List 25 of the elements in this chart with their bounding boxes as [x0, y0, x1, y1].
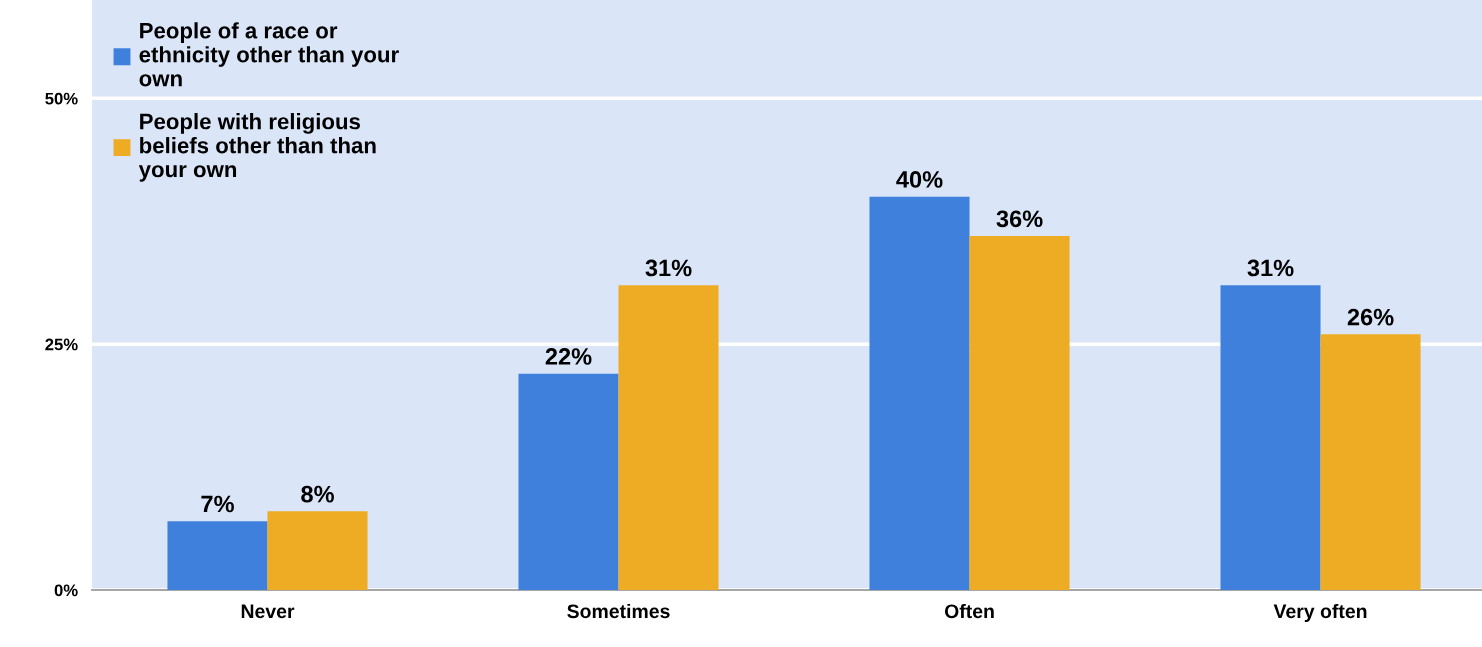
bar — [969, 236, 1070, 590]
bar — [618, 285, 719, 590]
legend-label: People of a race or ethnicity other than your own — [139, 22, 399, 87]
x-tick-label: Never — [241, 604, 295, 619]
bar — [267, 511, 368, 590]
data-label: 22% — [545, 348, 592, 365]
bar — [869, 196, 970, 590]
data-label: 40% — [896, 171, 943, 188]
bar — [518, 373, 619, 590]
x-tick-label: Sometimes — [567, 603, 670, 619]
y-tick-label: 50% — [45, 92, 78, 105]
data-label: 8% — [301, 485, 334, 503]
bar — [1320, 334, 1421, 590]
data-label: 7% — [201, 495, 234, 513]
data-label: 31% — [1247, 259, 1294, 277]
data-label: 36% — [996, 210, 1043, 228]
data-label: 31% — [645, 259, 692, 277]
x-tick-label: Often — [944, 603, 994, 619]
legend-label: People with religious beliefs other than than your own — [138, 113, 376, 182]
bar — [167, 521, 268, 590]
y-tick-label: 0% — [54, 584, 78, 597]
data-label: 26% — [1347, 308, 1394, 326]
bar — [1220, 285, 1321, 590]
x-tick-label: Very often — [1273, 603, 1367, 623]
y-tick-label: 25% — [45, 338, 78, 351]
